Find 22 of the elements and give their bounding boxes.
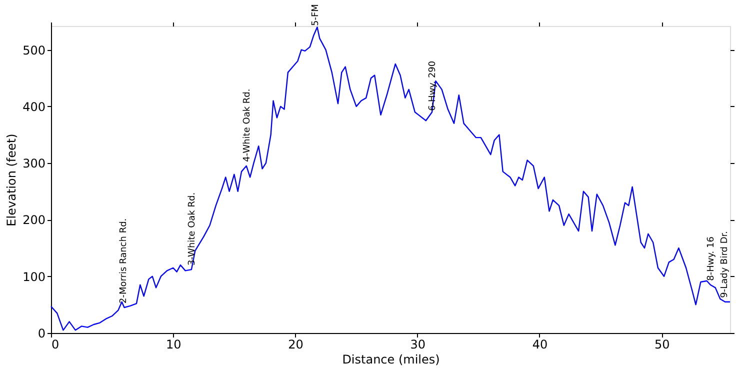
annotation: 9-Lady Bird Dr. [720,230,730,298]
y-tick-label: 200 [22,213,46,228]
annotation: 8-Hwy. 16 [706,236,716,281]
annotation: 2-Morris Ranch Rd. [119,218,130,304]
annotation: 3-White Oak Rd. [187,192,198,266]
x-tick-label: 0 [52,338,60,352]
annotation: 4-White Oak Rd. [242,88,252,162]
y-tick-label: 500 [22,43,46,58]
y-tick-label: 300 [22,156,46,171]
x-tick-label: 20 [288,338,304,352]
x-tick-label: 40 [532,338,548,352]
x-axis-title: Distance (miles) [342,352,440,366]
y-tick-label: 400 [22,100,46,114]
y-tick-label: 0 [38,326,46,340]
x-tick-label: 10 [166,338,182,352]
x-tick-label: 50 [654,338,670,352]
annotation: 6-Hwy. 290 [428,60,438,111]
line-series [50,26,731,331]
y-axis-title: Elevation (feet) [4,134,19,226]
x-tick-label: 30 [410,338,426,352]
y-tick-label: 100 [22,270,46,284]
annotation: 5-FM [310,4,321,26]
